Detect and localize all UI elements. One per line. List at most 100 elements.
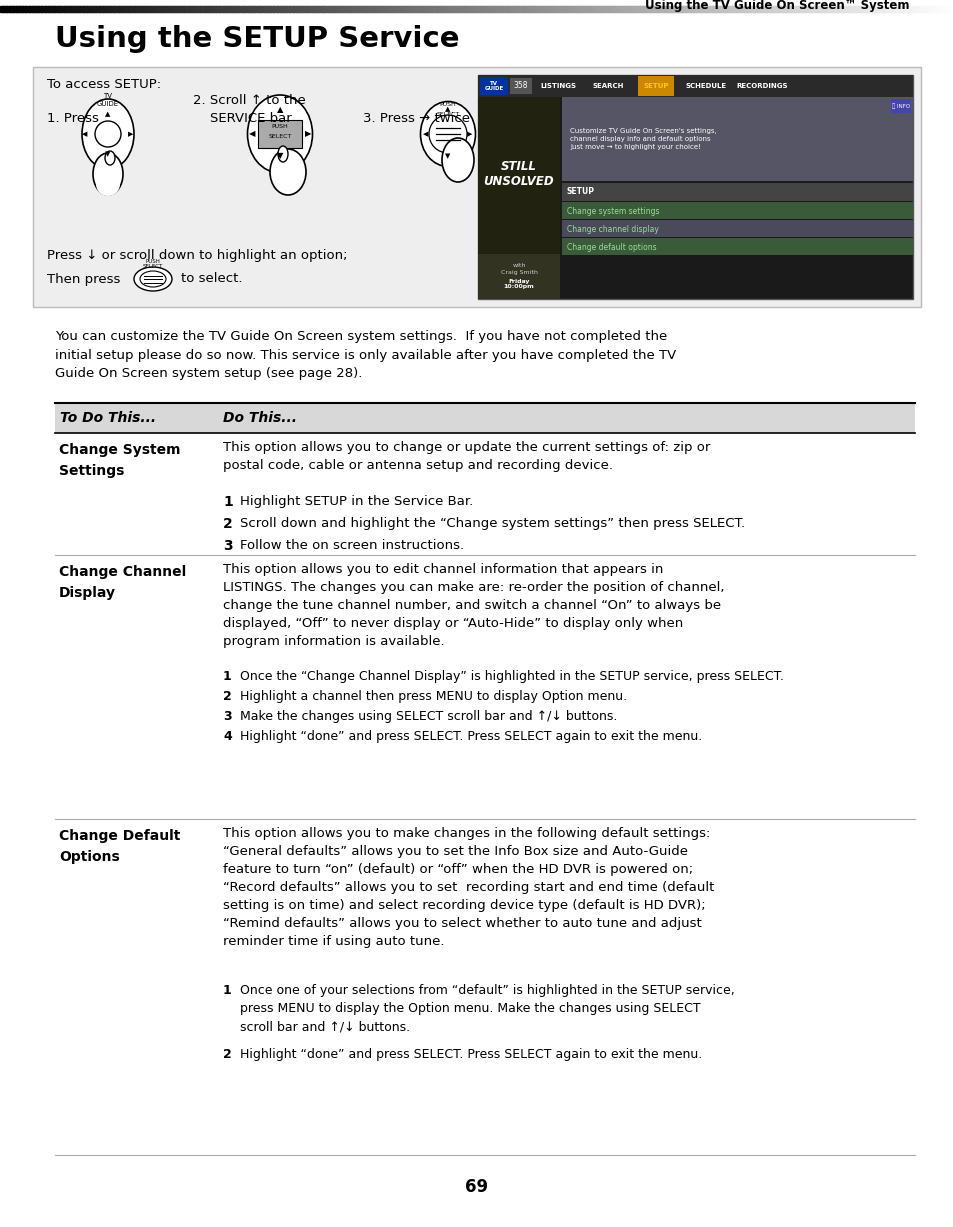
Bar xyxy=(607,6,611,12)
Bar xyxy=(896,6,900,12)
Bar xyxy=(915,6,919,12)
Bar xyxy=(188,6,192,12)
Bar xyxy=(216,6,220,12)
Bar xyxy=(197,6,201,12)
Bar xyxy=(474,6,477,12)
Bar xyxy=(946,6,951,12)
Bar xyxy=(912,6,916,12)
Text: 358: 358 xyxy=(514,81,528,91)
Bar xyxy=(248,6,252,12)
Bar xyxy=(324,6,328,12)
Bar xyxy=(817,6,821,12)
Bar xyxy=(617,6,620,12)
Bar xyxy=(455,6,458,12)
Bar xyxy=(724,6,728,12)
Bar xyxy=(855,6,859,12)
Bar xyxy=(222,6,227,12)
Text: 3: 3 xyxy=(223,710,232,723)
Bar xyxy=(136,6,141,12)
Text: 69: 69 xyxy=(465,1178,488,1196)
Bar xyxy=(191,6,194,12)
Bar xyxy=(922,6,925,12)
Bar xyxy=(648,6,652,12)
Bar xyxy=(343,6,347,12)
Bar xyxy=(578,6,582,12)
Bar xyxy=(232,6,236,12)
Bar xyxy=(257,120,302,148)
Ellipse shape xyxy=(140,271,166,287)
Text: Change default options: Change default options xyxy=(566,243,656,252)
Bar xyxy=(3,6,8,12)
Bar xyxy=(543,6,547,12)
Text: 2: 2 xyxy=(223,1048,232,1061)
Bar xyxy=(57,6,61,12)
Bar xyxy=(893,6,897,12)
Bar xyxy=(470,6,475,12)
Text: ▲: ▲ xyxy=(445,106,450,112)
Bar xyxy=(150,6,153,12)
Bar xyxy=(622,6,627,12)
Ellipse shape xyxy=(133,267,172,291)
Bar xyxy=(845,6,849,12)
Text: 2: 2 xyxy=(223,517,233,531)
Bar xyxy=(781,6,785,12)
Bar xyxy=(613,6,618,12)
Bar xyxy=(83,6,87,12)
Bar xyxy=(820,6,823,12)
Bar xyxy=(762,6,766,12)
Bar xyxy=(117,6,122,12)
Bar xyxy=(531,6,535,12)
Bar xyxy=(298,6,303,12)
Ellipse shape xyxy=(270,148,306,195)
Bar xyxy=(924,6,928,12)
Bar xyxy=(477,254,559,299)
Bar xyxy=(826,6,830,12)
Bar xyxy=(86,6,90,12)
Bar xyxy=(883,6,887,12)
Text: You can customize the TV Guide On Screen system settings.  If you have not compl: You can customize the TV Guide On Screen… xyxy=(55,330,676,380)
Text: to select.: to select. xyxy=(181,272,242,286)
Bar xyxy=(839,6,842,12)
Text: Change System
Settings: Change System Settings xyxy=(59,443,180,477)
Bar xyxy=(254,6,258,12)
Bar xyxy=(35,6,39,12)
Bar xyxy=(941,6,944,12)
Ellipse shape xyxy=(82,99,133,169)
Bar xyxy=(655,6,659,12)
Text: 3. Press → twice: 3. Press → twice xyxy=(363,113,470,125)
Bar xyxy=(448,6,452,12)
Text: TV
GUIDE: TV GUIDE xyxy=(97,93,119,107)
Bar xyxy=(943,6,947,12)
Bar xyxy=(674,6,678,12)
Bar xyxy=(426,6,430,12)
Bar xyxy=(619,6,623,12)
Bar xyxy=(445,6,449,12)
Bar xyxy=(235,6,239,12)
Bar xyxy=(858,6,862,12)
Bar xyxy=(429,6,433,12)
Bar xyxy=(48,6,51,12)
Bar xyxy=(718,6,722,12)
Bar xyxy=(181,6,185,12)
Bar xyxy=(245,6,249,12)
Bar xyxy=(229,6,233,12)
Bar xyxy=(498,6,503,12)
Text: 1: 1 xyxy=(223,670,232,683)
Bar xyxy=(340,6,344,12)
Text: with
Craig Smith: with Craig Smith xyxy=(500,264,537,275)
Bar xyxy=(550,6,554,12)
Bar xyxy=(295,6,299,12)
Bar xyxy=(51,6,55,12)
Bar xyxy=(293,6,296,12)
Bar xyxy=(22,6,27,12)
Bar xyxy=(740,6,744,12)
Text: RECORDINGS: RECORDINGS xyxy=(736,83,787,90)
Bar xyxy=(133,6,137,12)
Bar xyxy=(308,6,313,12)
Bar xyxy=(38,6,42,12)
Bar xyxy=(140,6,144,12)
Bar xyxy=(476,6,480,12)
Bar xyxy=(870,6,875,12)
Bar xyxy=(105,6,109,12)
Bar xyxy=(184,6,189,12)
